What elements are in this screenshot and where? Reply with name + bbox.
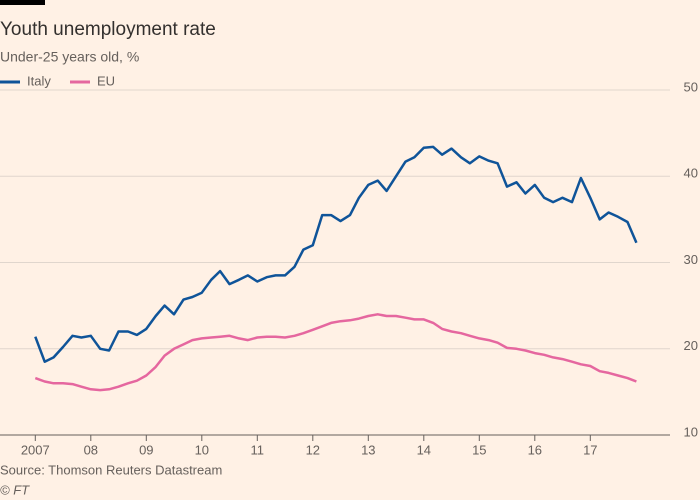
source: Source: Thomson Reuters Datastream (0, 462, 222, 477)
x-tick-label: 09 (139, 442, 153, 457)
x-tick-label: 2007 (21, 442, 50, 457)
y-tick-label: 10 (684, 424, 698, 439)
x-tick-label: 08 (84, 442, 98, 457)
credit: © FT (0, 482, 30, 497)
x-tick-label: 11 (251, 442, 265, 457)
x-tick-label: 14 (417, 442, 431, 457)
chart-subtitle: Under-25 years old, % (0, 49, 139, 65)
legend-label: Italy (27, 73, 51, 88)
x-tick-label: 12 (306, 442, 320, 457)
legend-label: EU (97, 73, 115, 88)
y-tick-label: 40 (684, 166, 698, 181)
y-tick-label: 30 (684, 252, 698, 267)
x-tick-label: 17 (583, 442, 597, 457)
series-line (34, 145, 638, 363)
x-tick-label: 10 (195, 442, 209, 457)
y-tick-label: 50 (684, 79, 698, 94)
chart-title: Youth unemployment rate (0, 19, 216, 40)
series-line (34, 313, 637, 392)
brand-bar (0, 0, 45, 5)
x-tick-label: 13 (361, 442, 375, 457)
x-tick-label: 15 (472, 442, 486, 457)
x-tick-label: 16 (528, 442, 542, 457)
y-tick-label: 20 (684, 338, 698, 353)
